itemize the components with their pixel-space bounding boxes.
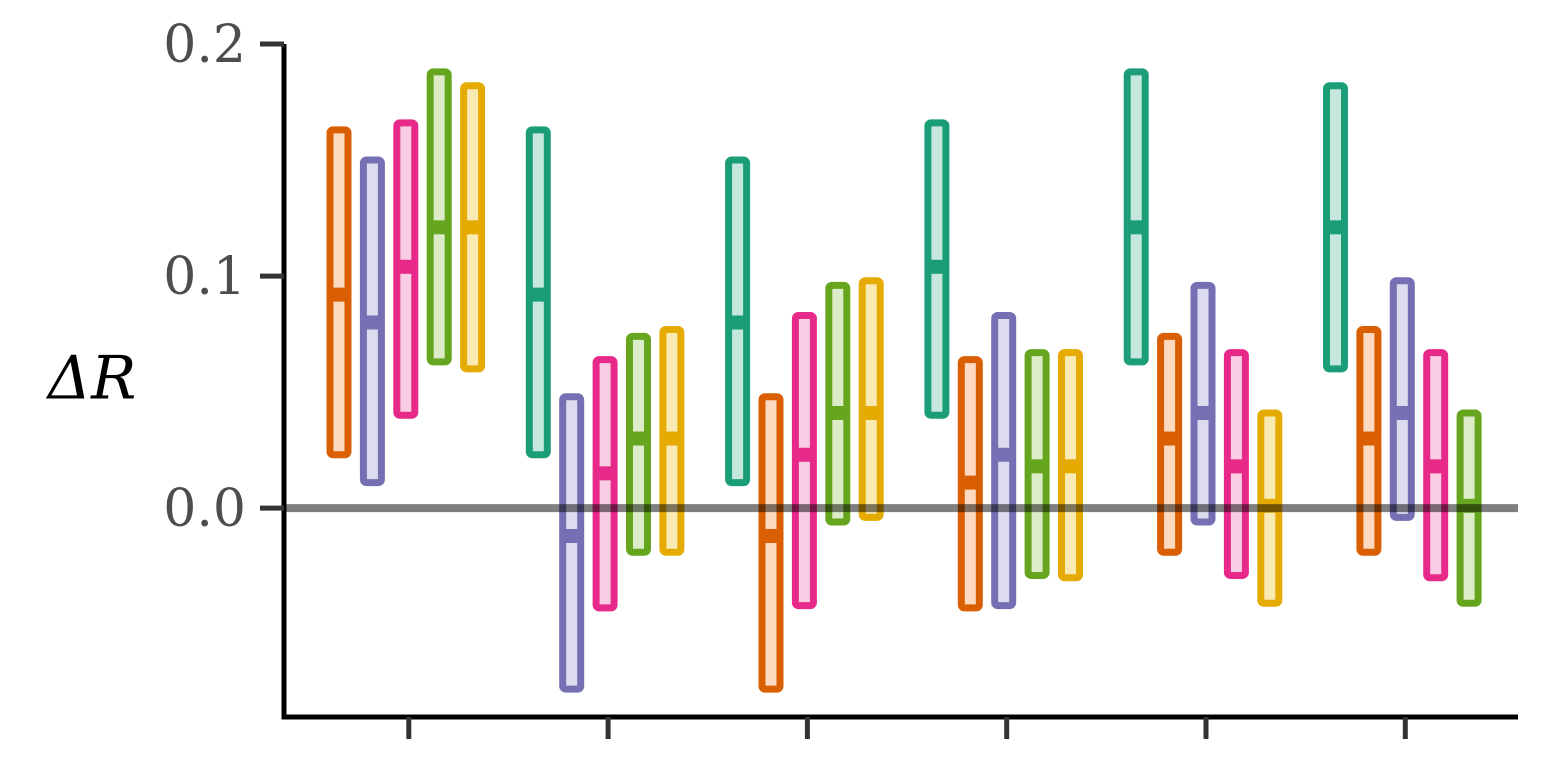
interval-bar [426,68,452,366]
interval-center-mark [661,431,682,446]
y-ticks: 0.0 0.1 0.2 [163,15,284,539]
interval-group [525,126,685,693]
interval-center-mark [628,431,649,446]
interval-bar [858,277,884,521]
interval-group [326,68,486,487]
interval-center-mark [960,475,981,490]
y-tick-label: 0.1 [163,247,246,307]
interval-bar [1389,277,1415,521]
interval-center-mark [429,220,450,235]
interval-center-mark [528,287,549,302]
interval-center-mark [561,528,582,543]
interval-center-mark [794,447,815,462]
interval-center-mark [1392,405,1413,420]
interval-center-mark [993,447,1014,462]
interval-bar [1123,68,1149,366]
interval-center-mark [761,528,781,543]
axes: 0.0 0.1 0.2 [163,15,1518,739]
interval-bar [825,281,851,526]
interval-group [1323,82,1482,607]
y-axis-title: ΔR [46,344,137,414]
interval-center-mark [462,220,483,235]
interval-center-mark [1126,220,1147,235]
interval-center-mark [1159,431,1180,446]
interval-marks [326,68,1482,693]
interval-center-mark [1358,431,1379,446]
y-tick-label: 0.0 [163,479,246,539]
interval-group [725,156,884,693]
interval-center-mark [1193,405,1213,420]
interval-bar [592,356,618,612]
interval-group [924,119,1083,612]
interval-center-mark [827,405,848,420]
interval-center-mark [329,287,349,302]
interval-center-mark [1060,459,1081,474]
interval-center-mark [861,405,882,420]
interval-center-mark [727,315,748,330]
interval-center-mark [1226,459,1247,474]
interval-center-mark [395,259,416,274]
interval-center-mark [362,315,383,330]
y-tick-label: 0.2 [163,15,246,75]
x-ticks [406,717,1408,739]
interval-group [1123,68,1283,607]
interval-center-mark [1325,220,1346,235]
interval-center-mark [1425,459,1446,474]
interval-center-mark [595,466,616,481]
interval-center-mark [926,259,947,274]
interval-center-mark [1027,459,1048,474]
interval-bar [1190,281,1216,526]
